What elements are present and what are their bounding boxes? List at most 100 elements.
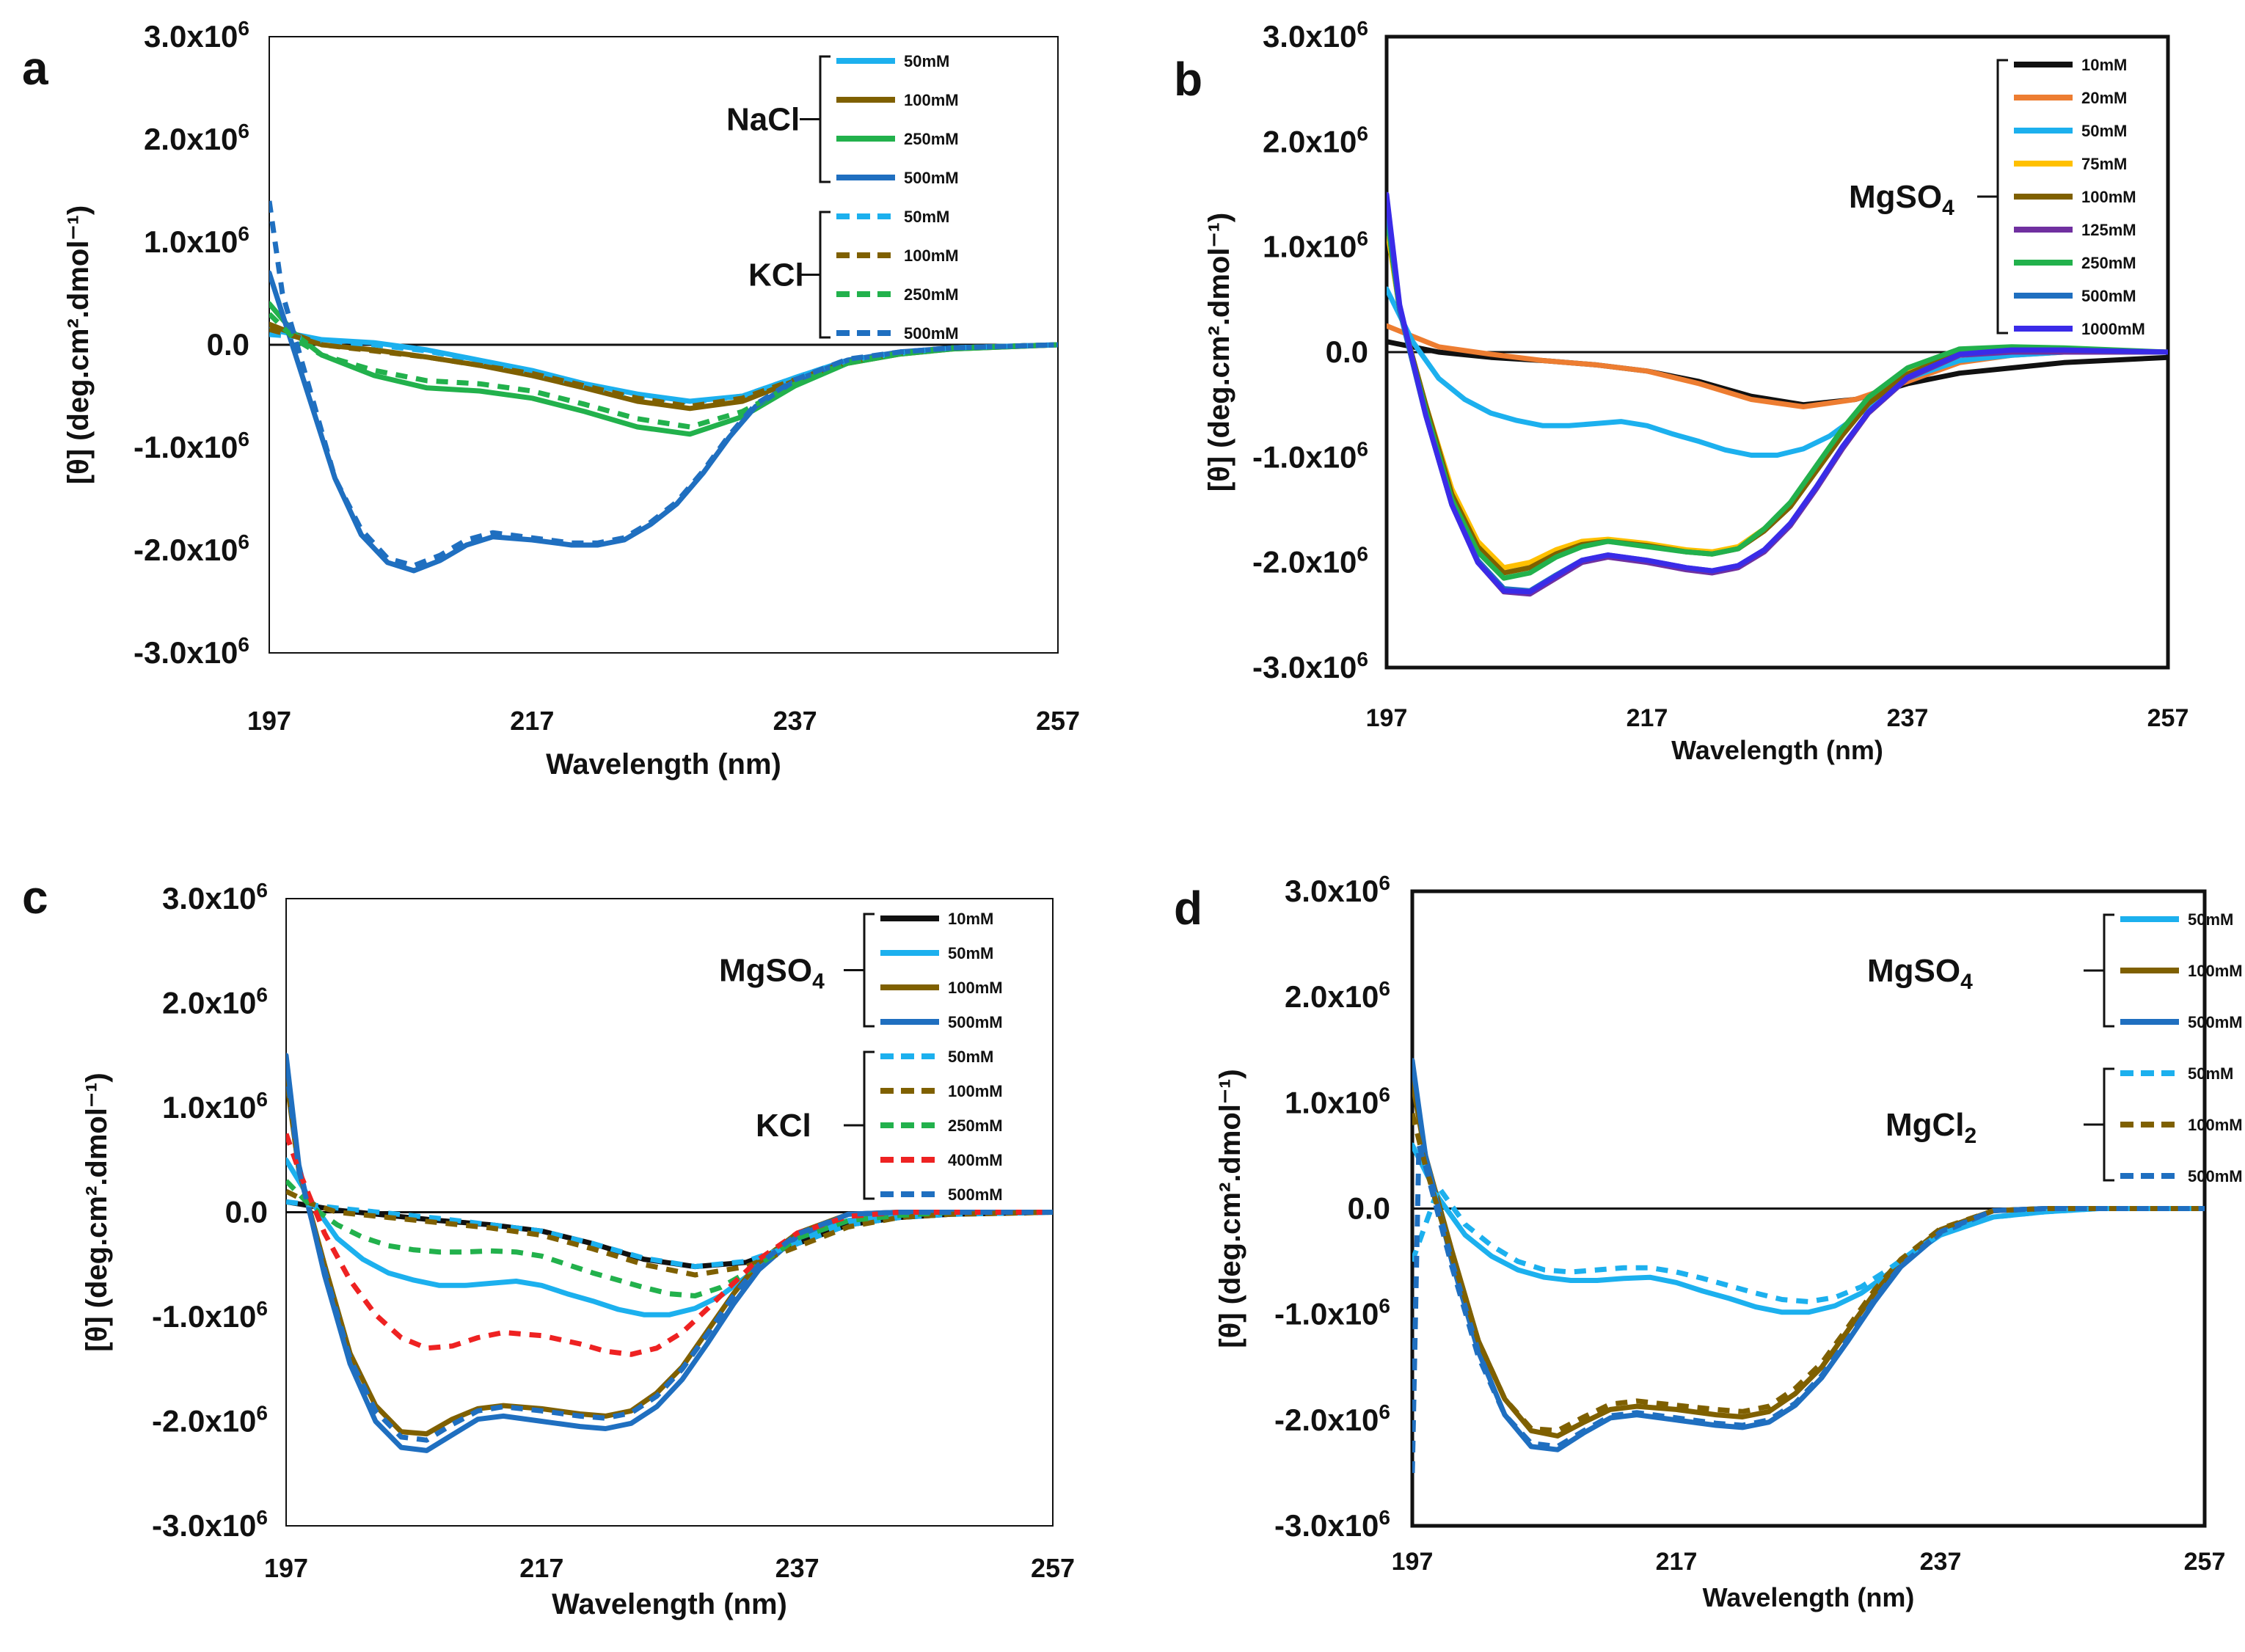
legend-group-label: MgCl2 (1886, 1107, 1976, 1148)
legend-label: 500mM (904, 324, 959, 343)
series-line (1412, 1079, 2205, 1439)
legend-label: 10mM (2081, 56, 2127, 74)
y-tick-label: 3.0x106 (162, 879, 268, 915)
series-line (1387, 213, 2168, 581)
x-tick-label: 217 (519, 1553, 563, 1583)
y-tick-label: 1.0x106 (162, 1088, 268, 1125)
legend-group-brace (800, 55, 831, 183)
x-tick-label: 217 (1656, 1548, 1698, 1576)
y-tick-label: -1.0x106 (1274, 1295, 1390, 1331)
legend-label: 125mM (2081, 221, 2136, 239)
x-tick-label: 197 (1366, 704, 1408, 732)
legend: 50mM 100mM 250mM 500mM 50mM 100mM 250mM 500mM Na… (726, 52, 959, 343)
legend: 50mM 100mM 500mM 50mM 100mM 500mM MgSO4 MgCl2 (1867, 910, 2243, 1185)
legend-label: 50mM (2188, 910, 2233, 929)
legend: 10mM 20mM 50mM 75mM 100mM 125mM 250mM 500mM 1000… (1849, 56, 2145, 338)
legend-group-label: MgSO4 (719, 953, 825, 994)
legend-label: 100mM (2188, 1116, 2243, 1134)
series-line (286, 1053, 1053, 1453)
legend-label: 1000mM (2081, 320, 2145, 338)
series-line (1412, 1142, 2205, 1473)
panel-letter: a (22, 42, 48, 95)
x-axis-label: Wavelength (nm) (552, 1588, 787, 1620)
panel-b: b 3.0x106 2.0x106 1.0x106 0.0 -1.0x106 -2.0x10… (1174, 17, 2189, 765)
legend-label: 100mM (2188, 962, 2243, 980)
legend-group-label: KCl (748, 257, 804, 293)
y-tick-label: 1.0x106 (144, 222, 249, 259)
y-tick-label: -3.0x106 (152, 1506, 268, 1543)
panel-a: a 3.0x106 2.0x106 1.0x106 0.0 -1.0x106 -2.0x10… (22, 17, 1080, 781)
x-tick-label: 237 (773, 706, 817, 736)
x-tick-label: 237 (1920, 1548, 1962, 1576)
legend-group-label: NaCl (726, 102, 800, 138)
y-tick-label: 3.0x106 (144, 17, 249, 54)
legend-label: 100mM (948, 979, 1003, 997)
series-line (286, 1188, 1053, 1278)
panel-letter: c (22, 871, 48, 924)
legend-label: 20mM (2081, 89, 2127, 107)
legend: 10mM 50mM 100mM 500mM 50mM 100mM 250mM 400mM 500… (719, 910, 1003, 1204)
x-tick-label: 257 (2147, 704, 2189, 732)
legend-group-label: KCl (756, 1108, 811, 1144)
legend-label: 10mM (948, 910, 993, 928)
y-tick-label: 0.0 (1348, 1191, 1390, 1226)
legend-group-label: MgSO4 (1867, 953, 1973, 994)
legend-group-brace (844, 1050, 875, 1200)
y-tick-label: -2.0x106 (1252, 543, 1368, 580)
x-axis-label: Wavelength (nm) (1671, 735, 1883, 765)
legend-label: 500mM (948, 1185, 1003, 1204)
legend-label: 100mM (904, 246, 959, 265)
x-tick-label: 237 (775, 1553, 819, 1583)
x-tick-label: 197 (1392, 1548, 1434, 1576)
panel-letter: d (1174, 882, 1202, 935)
x-tick-label: 197 (247, 706, 291, 736)
legend-label: 100mM (948, 1082, 1003, 1100)
series-line (286, 1157, 1053, 1317)
legend-label: 500mM (2081, 287, 2136, 305)
series-line (286, 1133, 1053, 1357)
legend-label: 50mM (948, 944, 993, 962)
legend-group-brace (2084, 913, 2114, 1028)
series-line (269, 301, 1058, 437)
y-tick-label: -3.0x106 (1274, 1506, 1390, 1543)
legend-label: 50mM (904, 208, 949, 226)
y-tick-label: -2.0x106 (1274, 1400, 1390, 1437)
y-tick-label: 2.0x106 (1263, 122, 1368, 158)
y-tick-label: 1.0x106 (1285, 1083, 1390, 1119)
y-tick-label: 2.0x106 (1285, 977, 1390, 1014)
legend-group-label: MgSO4 (1849, 179, 1954, 220)
legend-label: 500mM (948, 1013, 1003, 1031)
y-tick-label: 2.0x106 (162, 984, 268, 1020)
legend-label: 100mM (904, 91, 959, 109)
legend-label: 50mM (948, 1048, 993, 1066)
legend-label: 500mM (2188, 1013, 2243, 1031)
series-line (286, 1065, 1053, 1443)
panel-c: c 3.0x106 2.0x106 1.0x106 0.0 -1.0x106 -2.0x10… (22, 871, 1075, 1620)
x-tick-label: 257 (2184, 1548, 2226, 1576)
y-tick-label: 0.0 (207, 327, 249, 362)
legend-label: 250mM (948, 1116, 1003, 1135)
legend-label: 250mM (904, 285, 959, 304)
legend-label: 50mM (2188, 1064, 2233, 1083)
y-tick-label: -2.0x106 (134, 530, 249, 567)
legend-group-brace (2084, 1067, 2114, 1182)
y-tick-label: 1.0x106 (1263, 227, 1368, 264)
series-line (1412, 1112, 2205, 1433)
panel-d: d 3.0x106 2.0x106 1.0x106 0.0 -1.0x106 -2.0x10… (1174, 871, 2243, 1612)
y-tick-label: -3.0x106 (1252, 648, 1368, 684)
x-tick-label: 237 (1887, 704, 1929, 732)
x-tick-label: 257 (1031, 1553, 1075, 1583)
series-line (1412, 1142, 2205, 1315)
y-axis-label: [θ] (deg.cm².dmol⁻¹) (1214, 1069, 1246, 1348)
legend-label: 500mM (2188, 1167, 2243, 1185)
legend-label: 500mM (904, 169, 959, 187)
x-tick-label: 217 (510, 706, 554, 736)
y-tick-label: 2.0x106 (144, 120, 249, 156)
x-tick-label: 217 (1627, 704, 1668, 732)
legend-group-brace (800, 211, 831, 339)
series-line (1387, 191, 2168, 595)
legend-label: 75mM (2081, 155, 2127, 173)
series-line (269, 200, 1058, 569)
x-axis-label: Wavelength (nm) (546, 748, 781, 781)
